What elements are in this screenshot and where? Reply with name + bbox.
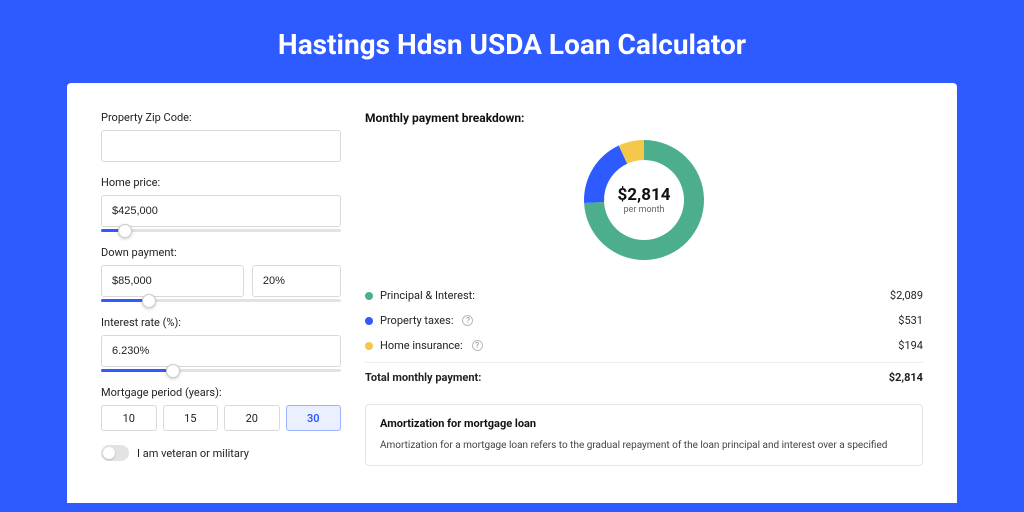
- legend-label: Home insurance:: [380, 339, 463, 352]
- period-button-10[interactable]: 10: [101, 405, 157, 431]
- home-price-input[interactable]: [101, 195, 341, 227]
- home-price-slider-thumb[interactable]: [118, 224, 132, 238]
- legend-value: $2,089: [890, 289, 923, 302]
- legend-row: Home insurance:? $194: [365, 333, 923, 358]
- down-payment-pct-input[interactable]: [252, 265, 341, 297]
- donut-wrap: $2,814 per month: [365, 135, 923, 265]
- legend-row: Principal & Interest: $2,089: [365, 283, 923, 308]
- calculator-card: Property Zip Code: Home price: Down paym…: [67, 83, 957, 503]
- rate-slider-fill: [101, 369, 173, 372]
- legend-dot: [365, 317, 373, 325]
- legend-value: $194: [898, 339, 923, 352]
- amortization-box: Amortization for mortgage loan Amortizat…: [365, 404, 923, 466]
- veteran-label: I am veteran or military: [137, 447, 249, 460]
- home-price-label: Home price:: [101, 176, 341, 189]
- period-group: Mortgage period (years): 10152030: [101, 386, 341, 431]
- down-payment-group: Down payment:: [101, 246, 341, 302]
- period-button-30[interactable]: 30: [286, 405, 342, 431]
- zip-input[interactable]: [101, 130, 341, 162]
- info-icon[interactable]: ?: [472, 340, 483, 351]
- legend-total-value: $2,814: [889, 371, 923, 384]
- donut-center: $2,814 per month: [618, 185, 671, 215]
- down-payment-input[interactable]: [101, 265, 244, 297]
- donut-sub: per month: [618, 205, 671, 215]
- rate-slider[interactable]: [101, 369, 341, 372]
- amortization-text: Amortization for a mortgage loan refers …: [380, 438, 908, 453]
- period-button-20[interactable]: 20: [224, 405, 280, 431]
- rate-group: Interest rate (%):: [101, 316, 341, 372]
- legend-label: Property taxes:: [380, 314, 453, 327]
- legend-value: $531: [898, 314, 923, 327]
- veteran-row: I am veteran or military: [101, 445, 341, 461]
- period-buttons: 10152030: [101, 405, 341, 431]
- legend-list: Principal & Interest: $2,089 Property taxe…: [365, 283, 923, 358]
- period-label: Mortgage period (years):: [101, 386, 341, 399]
- down-payment-slider-thumb[interactable]: [142, 294, 156, 308]
- home-price-slider[interactable]: [101, 229, 341, 232]
- page-title: Hastings Hdsn USDA Loan Calculator: [0, 0, 1024, 83]
- info-icon[interactable]: ?: [462, 315, 473, 326]
- period-button-15[interactable]: 15: [163, 405, 219, 431]
- zip-label: Property Zip Code:: [101, 111, 341, 124]
- legend-dot: [365, 342, 373, 350]
- zip-field-group: Property Zip Code:: [101, 111, 341, 162]
- legend-row: Property taxes:? $531: [365, 308, 923, 333]
- breakdown-title: Monthly payment breakdown:: [365, 111, 923, 125]
- legend-dot: [365, 292, 373, 300]
- legend-total-row: Total monthly payment: $2,814: [365, 362, 923, 390]
- veteran-toggle[interactable]: [101, 445, 129, 461]
- rate-slider-thumb[interactable]: [166, 364, 180, 378]
- down-payment-slider[interactable]: [101, 299, 341, 302]
- payment-donut-chart: $2,814 per month: [579, 135, 709, 265]
- form-column: Property Zip Code: Home price: Down paym…: [101, 111, 341, 503]
- down-payment-label: Down payment:: [101, 246, 341, 259]
- rate-label: Interest rate (%):: [101, 316, 341, 329]
- breakdown-column: Monthly payment breakdown: $2,814 per mo…: [365, 111, 923, 503]
- legend-total-label: Total monthly payment:: [365, 371, 481, 384]
- amortization-title: Amortization for mortgage loan: [380, 417, 908, 430]
- donut-amount: $2,814: [618, 185, 671, 205]
- rate-input[interactable]: [101, 335, 341, 367]
- home-price-group: Home price:: [101, 176, 341, 232]
- legend-label: Principal & Interest:: [380, 289, 475, 302]
